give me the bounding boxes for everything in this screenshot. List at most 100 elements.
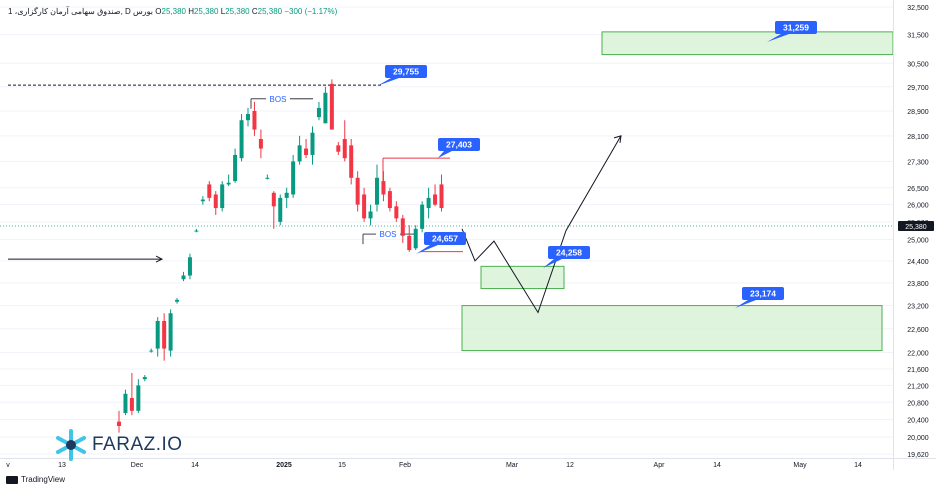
candle-body [316, 107, 321, 118]
candle-body [336, 145, 341, 152]
open-label: O [155, 7, 162, 16]
close-label: C [251, 7, 258, 16]
candle-body [168, 313, 173, 351]
candle-body [329, 83, 334, 130]
candle-body [207, 184, 212, 198]
callout-label: 27,403 [446, 140, 472, 150]
candle-body [420, 204, 425, 229]
demand-zones [461, 31, 894, 352]
candle-body [362, 194, 367, 219]
header-interval: D [125, 7, 131, 16]
faraz-watermark: FARAZ.IO [54, 428, 183, 462]
candle-body [149, 350, 154, 352]
zone-box [461, 305, 883, 352]
time-tick-label: Feb [399, 462, 411, 469]
candle-body [439, 184, 444, 209]
high-value: 25,380 [193, 7, 219, 16]
candle-body [220, 184, 225, 209]
callout-label: 31,259 [783, 23, 809, 33]
candle-body [239, 120, 244, 159]
price-tick-label: 23,800 [907, 281, 929, 288]
price-tick-label: 29,700 [907, 85, 929, 92]
candle-body [258, 138, 263, 149]
candle-body [226, 182, 231, 185]
header-symbol: 1 ،صندوق سهامی آرمان کارگزاری [8, 7, 121, 16]
callout-box [385, 65, 427, 78]
candle-body [187, 257, 192, 276]
open-value: 25,380 [161, 7, 186, 16]
candle-body [407, 235, 412, 251]
candle-body [194, 230, 199, 232]
time-tick-label: 12 [566, 462, 574, 469]
candle-body [310, 132, 315, 155]
price-tick-label: 28,900 [907, 109, 929, 116]
time-tick-label: 13 [58, 462, 66, 469]
candle-body [155, 320, 160, 349]
tradingview-logo[interactable]: TradingView [6, 475, 65, 484]
candle-body [400, 218, 405, 236]
candle-body [117, 421, 121, 427]
candle-body [413, 228, 418, 249]
chart-header: 1 ،صندوق سهامی آرمان کارگزاری, D بورس O2… [8, 7, 338, 16]
candle-body [304, 148, 309, 155]
candle-body [387, 191, 392, 209]
time-tick-label: 14 [191, 462, 199, 469]
zone-box [601, 31, 894, 56]
callout-box [548, 246, 590, 259]
time-tick-label: 14 [713, 462, 721, 469]
time-tick-label: Mar [506, 462, 519, 469]
callout-pointer [543, 259, 562, 268]
high-label: H [188, 7, 194, 16]
time-axis[interactable]: v 13 Dec 14 2025 15 Feb Mar 12 Apr 14 May 14 [0, 458, 936, 470]
candle-body [233, 154, 238, 182]
candle-body [252, 110, 257, 130]
candle-body [129, 398, 134, 411]
callout-label: 24,258 [556, 248, 582, 258]
tradingview-icon [6, 475, 18, 484]
time-tick-label: May [793, 462, 807, 469]
zone-box [480, 265, 565, 290]
price-axis[interactable]: 32,500 31,500 30,500 29,700 28,900 28,100 27,3… [893, 0, 935, 470]
callout-pointer [767, 34, 789, 42]
candle-body [278, 197, 283, 222]
price-tick-label: 26,500 [907, 186, 929, 193]
candle-body [342, 138, 347, 159]
time-tick-label: 2025 [276, 462, 292, 469]
callout-pointer [438, 151, 452, 158]
candle-body [271, 192, 276, 207]
candle-body [355, 177, 360, 205]
candle-body [175, 299, 180, 302]
price-tick-label: 26,000 [907, 203, 929, 210]
faraz-brand: FARAZ.IO [92, 434, 183, 455]
price-tick-label: 25,000 [907, 237, 929, 244]
time-tick-label: 15 [338, 462, 346, 469]
arrow-head [155, 255, 164, 263]
header-exchange: بورس [133, 7, 154, 16]
candle-body [368, 211, 373, 219]
price-callouts: 31,259 29,755 27,403 24,657 24,258 23,174 [377, 21, 817, 308]
projection-arrow-head [613, 135, 622, 143]
candle-body [349, 145, 354, 178]
price-levels: BOS BOS [8, 84, 463, 263]
candle-body [136, 385, 141, 411]
callout-box [742, 287, 784, 300]
candle-body [375, 177, 379, 205]
candle-body [284, 192, 289, 198]
candle-body [200, 199, 205, 202]
price-tick-label: 20,800 [907, 400, 929, 407]
candle-body [426, 197, 431, 209]
tradingview-label: TradingView [21, 475, 66, 484]
callout-label: 23,174 [750, 289, 776, 299]
candle-body [433, 194, 438, 205]
change-value: −300 (−1.17%) [284, 7, 338, 16]
bos-label: BOS [380, 230, 397, 239]
candle-body [142, 377, 147, 380]
callout-box [438, 138, 480, 151]
candle-body [291, 161, 296, 195]
price-tick-label: 23,200 [907, 304, 929, 311]
candle-body [181, 275, 186, 280]
low-value: 25,380 [225, 7, 250, 16]
price-tick-label: 24,400 [907, 259, 929, 266]
callout-box [775, 21, 817, 34]
